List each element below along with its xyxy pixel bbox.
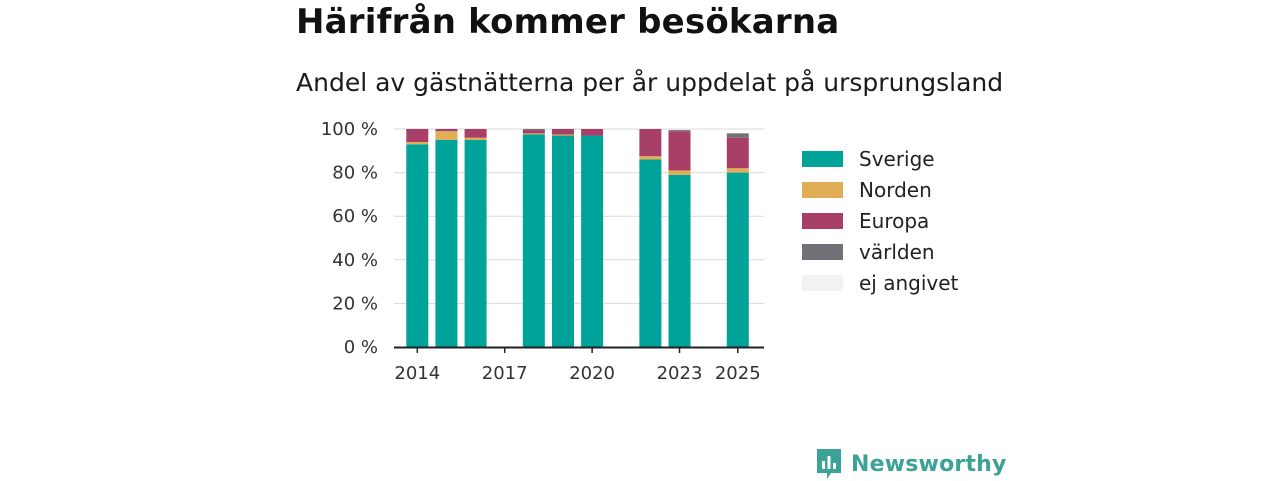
- y-tick-label: 60 %: [332, 206, 378, 227]
- legend-swatch: [802, 151, 843, 167]
- bar-segment: [668, 174, 691, 347]
- legend-label: världen: [859, 240, 935, 264]
- bar-segment: [522, 129, 545, 131]
- legend-label: ej angivet: [859, 271, 959, 295]
- y-tick-label: 100 %: [321, 119, 378, 140]
- bar-segment: [435, 131, 458, 140]
- bar-segment: [668, 131, 691, 171]
- bar-segment: [522, 134, 545, 347]
- x-tick-label: 2020: [569, 363, 615, 384]
- bar-segment: [726, 168, 749, 173]
- bar-segment: [581, 135, 604, 347]
- legend-swatch: [802, 244, 843, 260]
- bar-chart-icon: [817, 449, 841, 479]
- bar-segment: [726, 133, 749, 138]
- y-tick-label: 80 %: [332, 163, 378, 184]
- bar-segment: [639, 159, 662, 347]
- brand-name: Newsworthy: [851, 451, 1007, 477]
- x-tick-label: 2025: [715, 363, 761, 384]
- y-tick-label: 0 %: [344, 337, 378, 358]
- bar-segment: [668, 130, 691, 132]
- y-tick-label: 40 %: [332, 250, 378, 271]
- bar-segment: [522, 133, 545, 135]
- legend-swatch: [802, 182, 843, 198]
- brand-logo: Newsworthy: [815, 447, 1007, 481]
- x-tick-label: 2023: [657, 363, 703, 384]
- chart-title: Härifrån kommer besökarna: [296, 2, 840, 42]
- x-tick-label: 2017: [482, 363, 528, 384]
- bar-segment: [551, 134, 574, 136]
- bar-segment: [639, 156, 662, 160]
- legend-swatch: [802, 275, 843, 291]
- bar-segment: [464, 137, 487, 140]
- bar-segment: [522, 130, 545, 134]
- y-tick-label: 20 %: [332, 293, 378, 314]
- bar-segment: [668, 170, 691, 175]
- bar-segment: [726, 172, 749, 347]
- bar-segment: [406, 144, 429, 347]
- bar-segment: [435, 129, 458, 132]
- chart-subtitle: Andel av gästnätterna per år uppdelat på…: [296, 68, 1004, 97]
- bar-segment: [581, 129, 604, 136]
- bar-segment: [406, 142, 429, 145]
- bar-segment: [726, 137, 749, 169]
- bar-segment: [551, 135, 574, 347]
- bar-segment: [435, 139, 458, 347]
- legend-label: Norden: [859, 178, 932, 202]
- legend-label: Europa: [859, 209, 929, 233]
- bar-segment: [639, 129, 662, 157]
- bar-segment: [464, 129, 487, 138]
- bar-segment: [406, 129, 429, 143]
- legend-label: Sverige: [859, 147, 935, 171]
- bar-segment: [464, 139, 487, 347]
- legend-swatch: [802, 213, 843, 229]
- bar-segment: [551, 129, 574, 135]
- x-tick-label: 2014: [394, 363, 440, 384]
